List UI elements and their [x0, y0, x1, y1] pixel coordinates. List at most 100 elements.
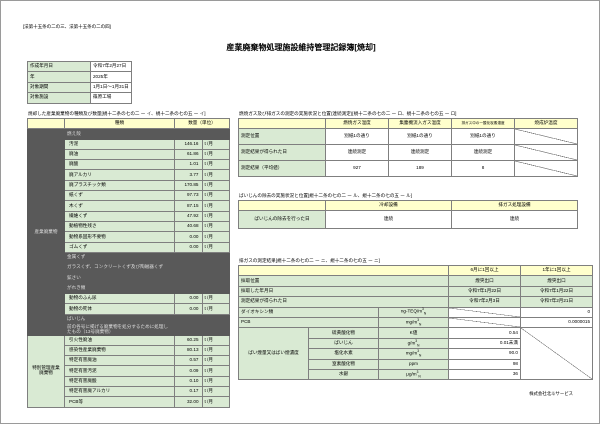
waste-type-name: 動植物性残さ [64, 220, 175, 233]
waste-qty-unit: t /月 [201, 344, 230, 357]
gas-row-label: 測定結果が得られた日 [238, 144, 326, 161]
smoke-item-unit: K値 [378, 327, 449, 339]
info-label: 作成年月日 [27, 60, 91, 73]
waste-type-name: 特定有害廃油 [64, 355, 175, 367]
waste-qty-unit: t /月 [201, 334, 230, 346]
gas-measure-section: 燃焼ガス及び排ガスの測定の実施状況と位置(連続測定)[規十二条の七の二 ー ロ、… [238, 111, 578, 177]
waste-qty-value: 97.73 [174, 190, 203, 202]
gas-cell [514, 128, 578, 145]
waste-type-name: 木くず [64, 200, 175, 212]
dust-row-label: ばいじんの除去を行った日 [238, 210, 326, 229]
info-label: 年 [27, 71, 91, 83]
exhaust-1year-value: 令和7年2月21日 [520, 296, 593, 308]
waste-section-heading: 焼却した産業廃棄物の種類及び数量[規十二条の七の二 ー イ、規十二条の七の五 ー… [28, 111, 206, 116]
gas-cell [514, 160, 578, 177]
exhaust-result-table: 6月に1回以上 1年に1回以上 採取位置 煙突出口 煙突出口 採取した年月日 令和7年1月2… [238, 264, 593, 381]
exhaust-6month-value: 令和7年2月3日 [448, 296, 521, 308]
dioxin-1year-value: 0 [520, 306, 593, 318]
page-title: 産業廃棄物処理施設維持管理記録簿[焼却] [226, 43, 376, 52]
waste-qty-unit [201, 262, 230, 274]
waste-qty-value [174, 272, 203, 284]
waste-type-name: 廃酸 [64, 159, 175, 171]
waste-table: 種類 数量（単位） 産業廃棄物 燃え殻 汚泥 146.16 t /月 廃油 61.86 t /月廃… [27, 117, 230, 408]
waste-row-special: 特別管理産業廃棄物 引火性廃油 60.25 t /月 [27, 334, 230, 408]
waste-type-name: 繊維くず [64, 210, 175, 222]
waste-qty-header: 数量（単位） [174, 117, 230, 130]
waste-qty-unit: t /月 [201, 210, 230, 222]
info-label: 対象施設 [27, 92, 91, 104]
info-row: 作成年月日 令和7年2月27日 [27, 60, 132, 73]
gas-row: 測定結果（平均値） 927 189 8 [238, 160, 578, 177]
waste-type-name: がれき類 [64, 282, 175, 295]
waste-type-name: 動物のふん尿 [64, 293, 175, 305]
waste-qty-unit: t /月 [201, 396, 230, 408]
waste-type-name: 金属くず [64, 251, 175, 264]
smoke-item-unit: mg/m3N [378, 348, 449, 360]
gas-cell: 別紙1の通り [388, 128, 452, 145]
gas-row-label: 測定位置 [238, 128, 326, 145]
waste-qty-value: 40.68 [174, 220, 203, 233]
waste-qty-unit [201, 128, 230, 140]
waste-type-name: 特定有害廃アルカリ [64, 386, 175, 398]
waste-row: 産業廃棄物 燃え殻 [27, 128, 230, 336]
waste-category-special: 特別管理産業廃棄物 [27, 334, 65, 408]
waste-qty-unit [201, 272, 230, 284]
dust-row: ばいじんの除去を行った日 連続 連続 [238, 210, 578, 229]
waste-qty-unit: t /月 [201, 375, 230, 388]
exhaust-result-section: 排ガスの測定結果[規十二条の七の二 ー ニ、規十二条の七の五 ー ニ] 6月に1… [238, 258, 593, 381]
pcb-unit: mg/m3N [378, 316, 449, 329]
waste-qty-value: 0.00 [174, 303, 203, 315]
exhaust-row: 測定結果が得られた日 令和7年2月3日 令和7年2月21日 [238, 296, 593, 308]
waste-type-name: ばいじん [64, 313, 175, 325]
gas-row: 測定結果が得られた日 連続測定 連続測定 連続測定 [238, 144, 578, 161]
waste-qty-value: 146.16 [174, 138, 203, 150]
exhaust-1year-value: 令和7年1月22日 [520, 285, 593, 298]
waste-qty-value: 0.10 [174, 375, 203, 388]
gas-cell [514, 144, 578, 161]
waste-type-name: 廃プラスチック類 [64, 179, 175, 192]
info-row: 年 2025年 [27, 71, 132, 83]
waste-type-name: 廃アルカリ [64, 169, 175, 181]
waste-row: ばいじん [28, 313, 230, 325]
dioxin-label: ダイオキシン類 [238, 306, 379, 318]
smoke-item-name: 窒素酸化物 [308, 358, 379, 370]
exhaust-row-dioxin: ダイオキシン類 ng-TEQ/m3N 0 [238, 306, 593, 318]
waste-qty-unit: t /月 [201, 220, 230, 233]
smoke-item-name: 硫黄酸化物 [308, 327, 379, 339]
smoke-item-unit: ppm [378, 358, 449, 370]
dust-removal-table: 冷却設備 排ガス処理設備 ばいじんの除去を行った日 連続 連続 [238, 200, 578, 229]
exhaust-row-label: 採取位置 [238, 275, 449, 287]
gas-corner [238, 118, 326, 129]
waste-qty-value [174, 262, 203, 274]
waste-qty-unit: t /月 [201, 241, 230, 253]
gas-col-header-3: 排ガス中の一酸化炭素濃度 [451, 118, 515, 129]
waste-qty-value: 0.57 [174, 355, 203, 367]
waste-type-name: PCB等 [64, 396, 175, 408]
waste-cat-header [27, 117, 65, 130]
waste-qty-unit: t /月 [201, 293, 230, 305]
waste-type-name: 特定有害汚泥 [64, 365, 175, 377]
waste-qty-value [174, 313, 203, 325]
waste-qty-unit: t /月 [201, 138, 230, 150]
exhaust-col-6month: 6月に1回以上 [448, 264, 521, 277]
waste-qty-unit: t /月 [201, 365, 230, 377]
exhaust-row-label: 採取した年月日 [238, 285, 449, 298]
gas-measure-table: 燃焼ガス温度 集塵機流入ガス温度 排ガス中の一酸化炭素濃度 焼成炉温度 測定位置 別紙1の… [238, 118, 578, 177]
waste-qty-value: 170.85 [174, 179, 203, 192]
smoke-6month-value: 36 [448, 368, 521, 381]
exhaust-row-pcb: PCB mg/m3N 0.0000015 [238, 316, 593, 329]
gas-row-label: 測定結果（平均値） [238, 160, 326, 177]
waste-type-name: 引火性廃油 [64, 334, 175, 346]
gas-cell: 別紙1の通り [451, 128, 515, 145]
smoke-item-unit: g/m3N [378, 337, 449, 350]
exhaust-6month-value: 令和7年1月22日 [448, 285, 521, 298]
smoke-1year-value [520, 327, 593, 381]
waste-qty-value [174, 128, 203, 140]
waste-qty-unit: t /月 [201, 169, 230, 181]
exhaust-1year-value: 煙突出口 [520, 275, 593, 287]
dust-removal-heading: ばいじんの除去の実施状況と位置[規十二条の七の二 ー ル、規十二条の七の五 ー … [239, 193, 413, 198]
dioxin-unit: ng-TEQ/m3N [378, 306, 449, 318]
waste-qty-value: 47.92 [174, 210, 203, 222]
smoke-item-name: 塩化水素 [308, 348, 379, 360]
